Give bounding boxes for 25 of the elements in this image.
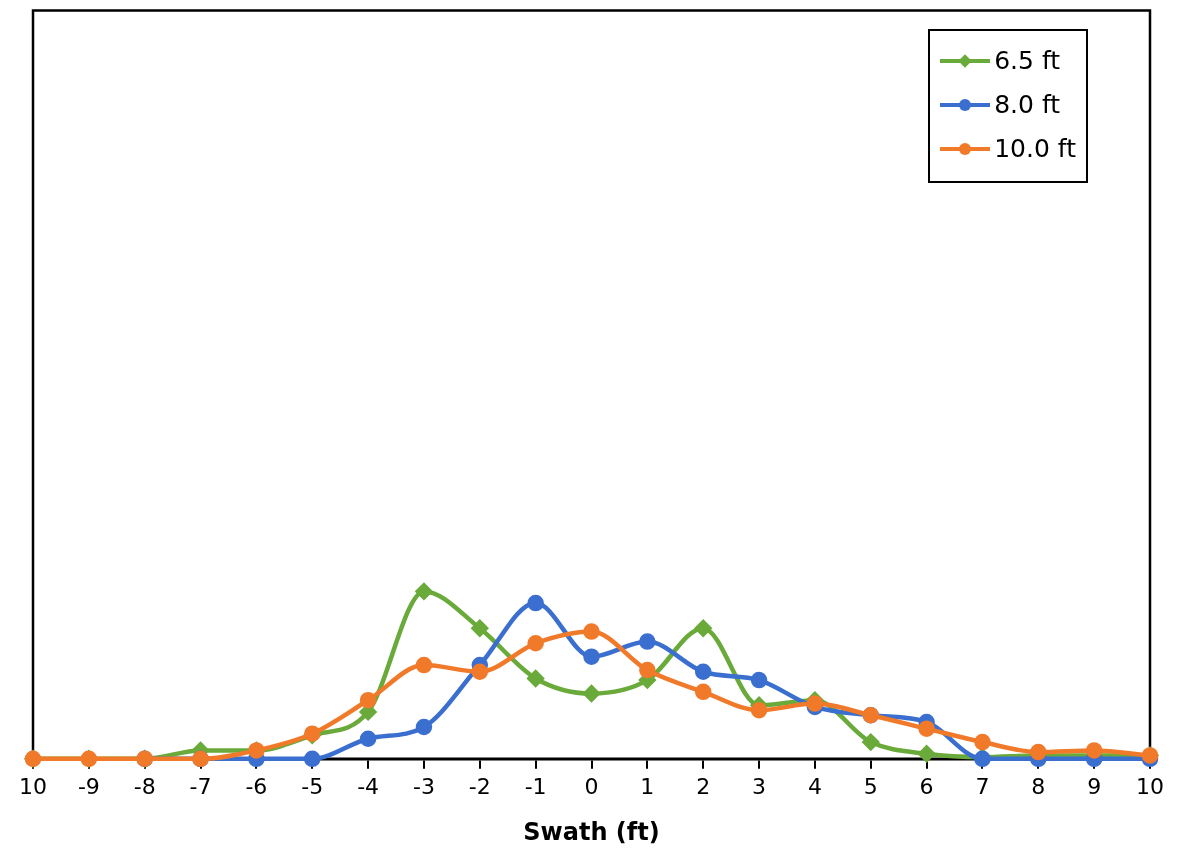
x-tick-label: 8 — [1031, 773, 1046, 799]
x-tick-label: 2 — [696, 773, 711, 799]
x-tick-label: 9 — [1087, 773, 1102, 799]
x-tick-label: 0 — [584, 773, 599, 799]
x-tick-label: -9 — [77, 773, 100, 799]
x-tick-label: 10 — [1136, 773, 1164, 799]
x-tick-label: -8 — [133, 773, 156, 799]
x-tick-label: -2 — [468, 773, 491, 799]
x-tick-label: 5 — [863, 773, 878, 799]
x-tick-label: 3 — [752, 773, 767, 799]
x-tick-label: -4 — [357, 773, 380, 799]
legend-label: 8.0 ft — [994, 90, 1061, 119]
x-tick-label: -1 — [524, 773, 547, 799]
x-tick-label: 7 — [975, 773, 990, 799]
x-axis-title: Swath (ft) — [523, 817, 660, 846]
legend-label: 6.5 ft — [994, 46, 1061, 75]
x-tick-label: 4 — [807, 773, 822, 799]
x-tick-label: 6 — [919, 773, 934, 799]
x-tick-label: -6 — [245, 773, 268, 799]
legend-label: 10.0 ft — [994, 134, 1076, 163]
x-tick-label: 1 — [640, 773, 655, 799]
x-tick-label: -7 — [189, 773, 212, 799]
x-tick-label: -3 — [412, 773, 435, 799]
x-tick-label: -5 — [301, 773, 324, 799]
x-tick-label: 10 — [19, 773, 47, 799]
